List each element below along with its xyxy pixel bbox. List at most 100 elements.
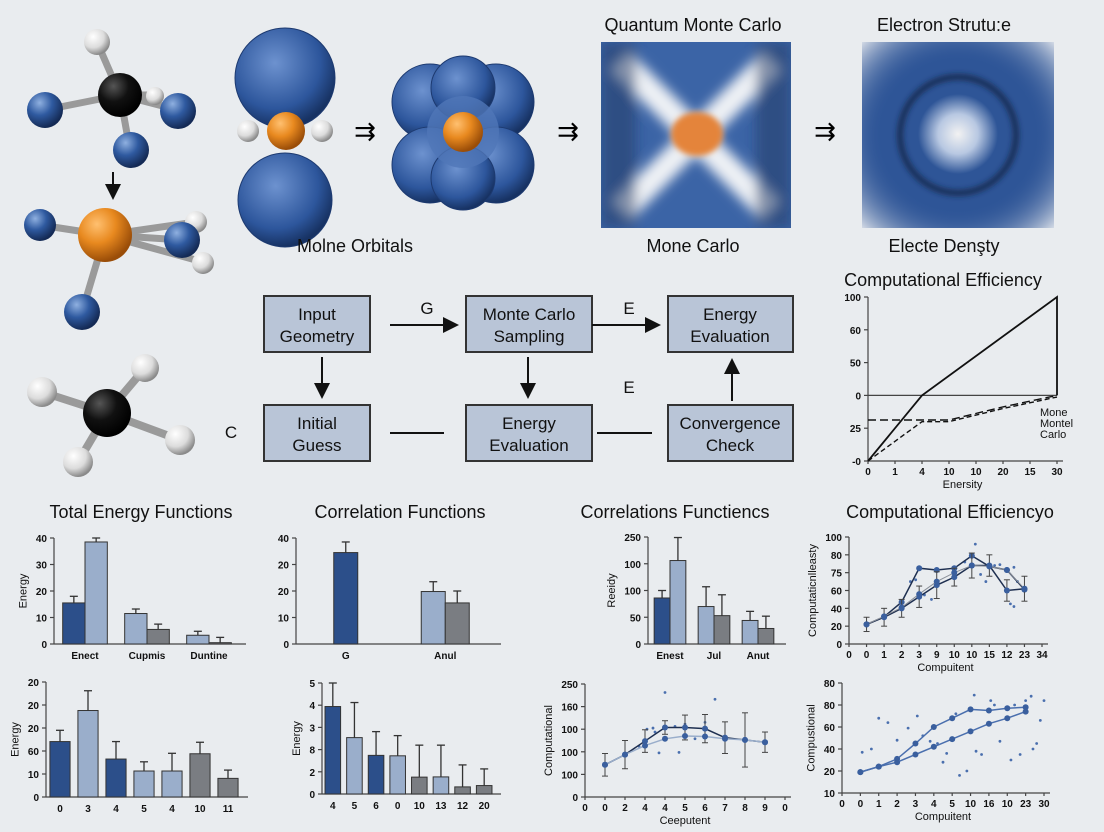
y-tick-label: 0	[309, 790, 315, 801]
x-tick-label: 0	[858, 799, 864, 810]
x-tick-label: Anut	[747, 651, 770, 662]
y-tick-label: 10	[36, 614, 48, 625]
y-axis-label: Energy	[291, 721, 303, 756]
x-tick-label: 10	[949, 650, 961, 661]
data-point	[967, 706, 974, 713]
x-tick-label: 3	[913, 799, 919, 810]
y-axis-label: Computational	[543, 705, 555, 776]
y-tick-label: 20	[28, 701, 40, 712]
scatter-point	[998, 739, 1002, 743]
data-point	[1022, 704, 1029, 711]
y-tick-label: 100	[825, 533, 842, 544]
edge-label-g: G	[420, 299, 433, 318]
x-tick-label: 8	[742, 803, 748, 814]
x-tick-label: 2	[894, 799, 900, 810]
double-arrow-icon: ⇉	[814, 116, 836, 146]
y-tick-label: 100	[561, 748, 578, 759]
scatter-point	[1042, 699, 1046, 702]
y-tick-label: 100	[561, 770, 578, 781]
bar	[208, 642, 232, 645]
x-tick-label: 4	[330, 801, 336, 812]
y-tick-label: 160	[561, 703, 578, 714]
y-tick-label: 100	[624, 587, 641, 598]
x-axis-label: Enersity	[943, 479, 983, 491]
data-point	[702, 733, 708, 740]
scatter-point	[1035, 742, 1039, 745]
bar	[84, 541, 108, 645]
x-tick-label: 10	[970, 467, 982, 478]
bar	[49, 741, 71, 798]
svg-text:Convergence: Convergence	[679, 414, 780, 433]
x-tick-label: 10	[965, 799, 977, 810]
scatter-point	[965, 769, 969, 773]
svg-text:Input: Input	[298, 305, 336, 324]
y-tick-label: 20	[36, 587, 48, 598]
scatter-point	[1009, 602, 1012, 606]
x-tick-label: 5	[352, 801, 358, 812]
x-tick-label: 1	[892, 467, 898, 478]
data-point	[702, 725, 708, 732]
data-point	[968, 562, 975, 569]
chart-c1: Total Energy Functions 0 10 20 30 40 Energy Ene…	[17, 502, 246, 662]
molecule-bottom	[27, 354, 195, 477]
bar	[189, 753, 211, 798]
bar	[105, 758, 127, 798]
x-tick-label: 4	[931, 799, 937, 810]
molecule-middle	[24, 208, 214, 330]
x-tick-label: 10	[1002, 799, 1014, 810]
double-arrow-icon: ⇉	[557, 116, 579, 146]
x-tick-label: 6	[373, 801, 379, 812]
bar	[324, 706, 342, 795]
data-point	[985, 720, 992, 727]
bar	[653, 597, 671, 645]
series-line	[867, 295, 1058, 462]
data-point	[642, 742, 648, 749]
data-point	[951, 574, 958, 581]
x-tick-label: G	[342, 651, 350, 662]
y-tick-label: 250	[624, 533, 641, 544]
electron-density-map	[862, 42, 1054, 228]
data-point	[875, 763, 882, 770]
y-tick-label: 10	[824, 789, 836, 800]
svg-text:Sampling: Sampling	[494, 327, 565, 346]
data-point	[662, 735, 668, 742]
x-tick-label: 2	[899, 650, 905, 661]
x-tick-label: Cupmis	[129, 651, 166, 662]
x-tick-label: 20	[997, 467, 1009, 478]
x-tick-label: Enest	[656, 651, 684, 662]
scatter-point	[1031, 747, 1035, 751]
scatter-point	[930, 598, 933, 601]
scatter-point	[1018, 753, 1022, 756]
scatter-point	[993, 703, 996, 707]
d-orbital-model	[391, 55, 535, 211]
scatter-point	[973, 542, 977, 546]
scatter-point	[651, 726, 655, 730]
x-tick-label: 10	[943, 467, 955, 478]
x-tick-label: 1	[876, 799, 882, 810]
y-tick-label: 50	[850, 359, 862, 370]
x-tick-label: 15	[984, 650, 996, 661]
y-tick-label: 60	[28, 747, 40, 758]
qmc-density-map	[601, 42, 791, 228]
data-point	[602, 761, 608, 768]
scatter-point	[886, 721, 890, 724]
svg-text:Energy: Energy	[703, 305, 757, 324]
bar	[367, 754, 385, 795]
bar	[333, 552, 359, 645]
chart-title: Computational Efficiency	[844, 270, 1042, 290]
x-tick-label: Duntine	[190, 651, 228, 662]
chart-title: Correlation Functions	[314, 502, 485, 522]
series-line	[866, 564, 1025, 626]
y-tick-label: 80	[831, 551, 843, 562]
x-tick-label: 10	[194, 804, 206, 815]
bar	[77, 710, 99, 798]
scatter-point	[989, 699, 993, 702]
x-axis-label: Compuitent	[917, 662, 973, 674]
x-tick-label: 0	[57, 804, 63, 815]
bar	[146, 628, 170, 645]
scatter-point	[941, 760, 945, 764]
scatter-point	[974, 749, 978, 753]
svg-text:Evaluation: Evaluation	[489, 436, 568, 455]
y-axis-label: Energy	[17, 573, 29, 608]
y-tick-label: 5	[309, 679, 315, 690]
